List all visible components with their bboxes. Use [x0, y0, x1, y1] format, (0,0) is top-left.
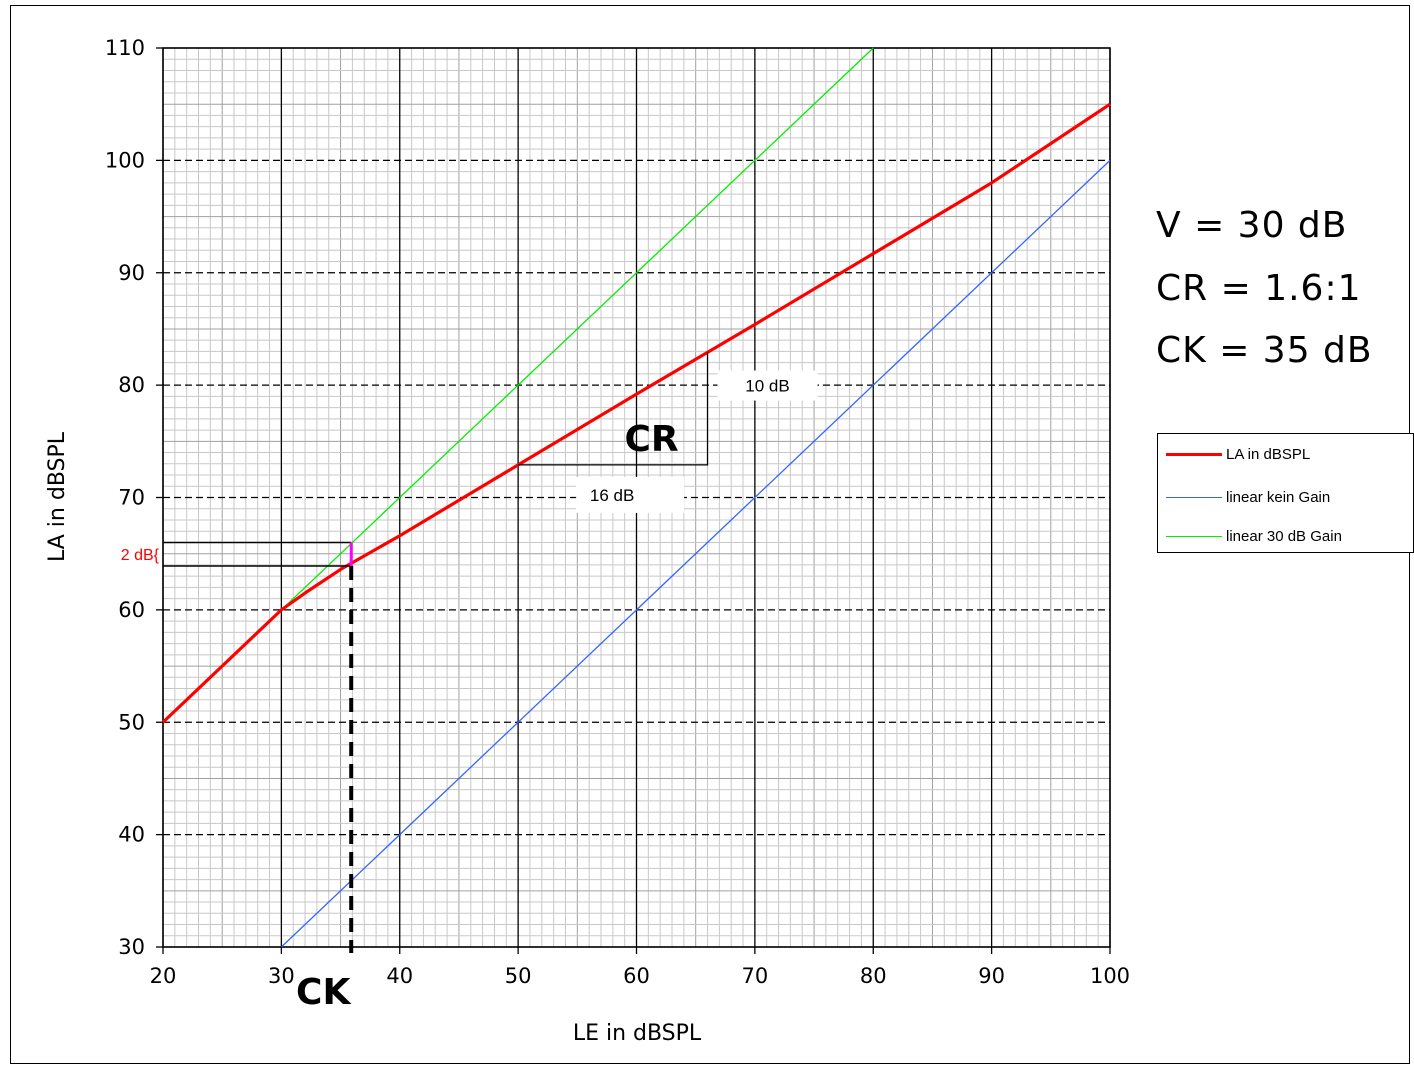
y-tick-label: 80 [118, 373, 145, 397]
y-tick-label: 60 [118, 598, 145, 622]
y-tick-label: 70 [118, 486, 145, 510]
cr-step-line [518, 352, 709, 466]
y-tick-label: 50 [118, 710, 145, 734]
gap-label: 2 dB{ [121, 547, 160, 564]
y-tick-label: 110 [105, 36, 145, 60]
x-tick-label: 30 [268, 964, 295, 988]
y-tick-label: 30 [118, 935, 145, 959]
legend-swatch-kein-gain [1166, 497, 1222, 498]
legend-swatch-30db-gain [1166, 536, 1222, 537]
x-tick-label: 70 [742, 964, 769, 988]
legend: LA in dBSPL linear kein Gain linear 30 d… [1157, 433, 1414, 553]
y-tick-label: 40 [118, 823, 145, 847]
ck-label: CK [296, 972, 351, 1013]
legend-label-la: LA in dBSPL [1226, 446, 1311, 463]
cr-label: CR [624, 419, 678, 460]
y-axis-title: LA in dBSPL [45, 431, 70, 562]
x-tick-label: 20 [150, 964, 177, 988]
cr-dy-box [717, 370, 818, 401]
legend-item-la: LA in dBSPL [1158, 445, 1413, 465]
legend-item-kein-gain: linear kein Gain [1158, 488, 1413, 508]
cr-dy-label: 10 dB [745, 377, 789, 396]
x-tick-label: 60 [623, 964, 650, 988]
legend-swatch-la [1166, 453, 1222, 456]
annotation-layer: 10 dB 16 dB CR 2 dB{ CK [121, 352, 818, 1013]
legend-item-30db-gain: linear 30 dB Gain [1158, 527, 1413, 547]
legend-label-30db-gain: linear 30 dB Gain [1226, 528, 1342, 545]
cr-dx-box [576, 476, 685, 513]
y-tick-label: 100 [105, 148, 145, 172]
x-axis-title: LE in dBSPL [573, 1021, 702, 1046]
param-v: V = 30 dB [1156, 205, 1348, 246]
x-tick-label: 50 [505, 964, 532, 988]
y-tick-label: 90 [118, 261, 145, 285]
x-tick-label: 100 [1090, 964, 1130, 988]
x-tick-label: 80 [860, 964, 887, 988]
param-ck: CK = 35 dB [1156, 330, 1373, 371]
legend-label-kein-gain: linear kein Gain [1226, 489, 1331, 506]
x-tick-label: 40 [386, 964, 413, 988]
param-cr: CR = 1.6:1 [1156, 268, 1362, 309]
cr-dx-label: 16 dB [590, 486, 634, 505]
series-line-1 [280, 159, 1111, 948]
x-tick-label: 90 [978, 964, 1005, 988]
